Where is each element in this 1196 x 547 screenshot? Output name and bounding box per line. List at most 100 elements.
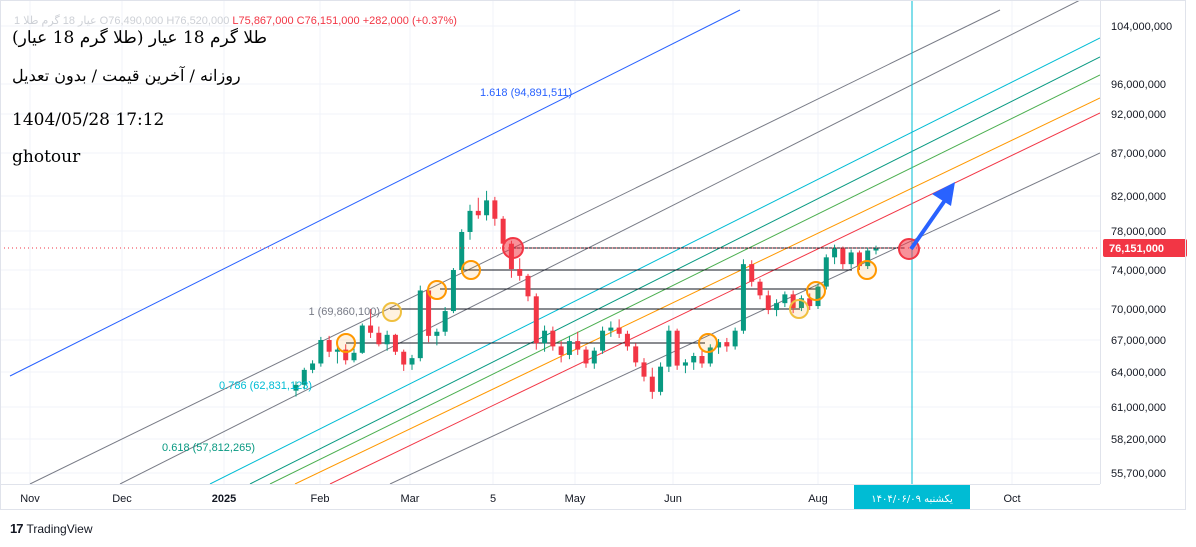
- candle-body-37: [600, 330, 606, 351]
- candle-body-55: [749, 264, 755, 282]
- last-price-badge: [1103, 239, 1187, 257]
- price-tick-1: 96,000,000: [1111, 79, 1166, 91]
- candle-body-7: [351, 352, 357, 361]
- candle-body-2: [310, 363, 316, 370]
- candle-body-35: [583, 349, 589, 364]
- candle-body-44: [658, 366, 664, 392]
- candle-body-49: [699, 356, 705, 364]
- chart-area[interactable]: 1.618 (94,891,511) 1 (69,860,100) 0.786 (6…: [0, 0, 1100, 484]
- fib-label-0: 1.618 (94,891,511): [480, 87, 572, 99]
- candle-body-10: [376, 332, 382, 345]
- price-tick-3: 87,000,000: [1111, 148, 1166, 160]
- marker-circle-6: [789, 299, 809, 319]
- candle-body-6: [343, 349, 349, 361]
- candle-body-46: [674, 330, 680, 366]
- crosshair-date-badge: [854, 485, 970, 509]
- tradingview-logo-icon[interactable]: 17: [10, 521, 24, 536]
- candle-body-18: [442, 311, 448, 332]
- marker-circle-3: [461, 260, 481, 280]
- candle-body-32: [558, 346, 564, 355]
- candle-body-47: [682, 362, 688, 366]
- candle-body-23: [484, 200, 490, 216]
- candle-body-66: [840, 248, 846, 265]
- candle-body-19: [450, 270, 456, 312]
- fib-label-3: 0.618 (57,812,265): [162, 442, 255, 454]
- candle-body-69: [865, 250, 871, 267]
- fib-channel-line-7: [329, 112, 1100, 484]
- candle-body-64: [823, 257, 829, 287]
- candle-body-40: [624, 333, 630, 347]
- price-tick-9: 64,000,000: [1111, 367, 1166, 379]
- candle-body-52: [724, 342, 730, 347]
- fib-channel-line-1: [9, 9, 741, 377]
- price-tick-11: 58,200,000: [1111, 434, 1166, 446]
- ohlc-readout: 1 عیار 18 گرم طلا O76,490,000 H76,520,00…: [14, 14, 457, 27]
- candle-body-42: [641, 362, 647, 377]
- candle-body-61: [798, 298, 804, 309]
- candle-body-0: [293, 384, 299, 391]
- candle-body-1: [301, 369, 307, 385]
- candle-body-30: [542, 330, 548, 344]
- candle-body-65: [832, 248, 838, 258]
- candle-body-39: [616, 327, 622, 334]
- candle-body-38: [608, 327, 614, 331]
- candle-body-13: [401, 351, 407, 365]
- candle-body-54: [740, 264, 746, 331]
- candle-body-14: [409, 358, 415, 365]
- candle-body-16: [426, 290, 432, 336]
- time-tick-4: Mar: [401, 493, 420, 505]
- candle-body-9: [368, 325, 374, 333]
- time-tick-9: Oct: [1003, 493, 1020, 505]
- candle-body-11: [384, 334, 390, 345]
- time-scale[interactable]: Nov Dec 2025 Feb Mar 5 May Jun Aug Oct یکشنبه ۱۴۰۴…: [0, 484, 1100, 511]
- candle-body-24: [492, 200, 498, 219]
- fib-channel-line-3: [209, 37, 1100, 484]
- candle-body-51: [716, 342, 722, 348]
- candle-body-28: [525, 275, 531, 297]
- last-price-label: 76,151,000: [1109, 243, 1164, 255]
- time-scale-svg: Nov Dec 2025 Feb Mar 5 May Jun Aug Oct یکشنبه ۱۴۰۴…: [20, 485, 1021, 509]
- time-tick-7: Jun: [664, 493, 682, 505]
- candle-body-22: [475, 210, 481, 216]
- chart-subtitle: روزانه / آخرین قیمت / بدون تعدیل: [12, 66, 241, 85]
- candle-body-5: [334, 349, 340, 352]
- price-tick-12: 55,700,000: [1111, 468, 1166, 480]
- marker-circle-1: [382, 302, 402, 322]
- ohlc-change: +282,000 (+0.37%): [362, 15, 457, 27]
- price-scale[interactable]: 104,000,000 96,000,000 92,000,000 87,000,00…: [1100, 0, 1196, 484]
- candle-body-21: [467, 210, 473, 232]
- brand-name: TradingView: [26, 521, 93, 536]
- footer: 17 TradingView: [10, 521, 93, 536]
- ohlc-low: L75,867,000: [232, 15, 294, 27]
- crosshair-date-label: یکشنبه ۱۴۰۴/۰۶/۰۹: [871, 494, 953, 505]
- candle-body-29: [533, 296, 539, 344]
- marker-circle-2: [427, 280, 447, 300]
- candle-body-58: [774, 303, 780, 311]
- candle-body-41: [633, 346, 639, 363]
- candle-body-59: [782, 294, 788, 304]
- fib-label-1: 1 (69,860,100): [308, 306, 380, 318]
- candle-body-68: [856, 252, 862, 267]
- price-tick-4: 82,000,000: [1111, 191, 1166, 203]
- candle-body-56: [757, 281, 763, 296]
- candle-body-27: [517, 269, 523, 276]
- candle-body-67: [848, 252, 854, 265]
- price-tick-10: 61,000,000: [1111, 402, 1166, 414]
- candle-body-15: [417, 290, 423, 359]
- time-tick-5: 5: [490, 493, 496, 505]
- time-tick-3: Feb: [311, 493, 330, 505]
- marker-circle-0: [336, 333, 356, 353]
- candle-body-3: [318, 340, 324, 364]
- price-tick-7: 70,000,000: [1111, 304, 1166, 316]
- candle-body-25: [500, 218, 506, 244]
- price-tick-8: 67,000,000: [1111, 335, 1166, 347]
- candle-body-20: [459, 231, 465, 270]
- candle-body-63: [815, 286, 821, 307]
- candle-body-70: [873, 248, 879, 251]
- candle-body-36: [591, 350, 597, 364]
- candle-body-50: [707, 347, 713, 364]
- time-tick-0: Nov: [20, 493, 40, 505]
- price-chart[interactable]: 1.618 (94,891,511) 1 (69,860,100) 0.786 (6…: [0, 0, 1100, 484]
- candle-body-45: [666, 330, 672, 367]
- price-tick-5: 78,000,000: [1111, 226, 1166, 238]
